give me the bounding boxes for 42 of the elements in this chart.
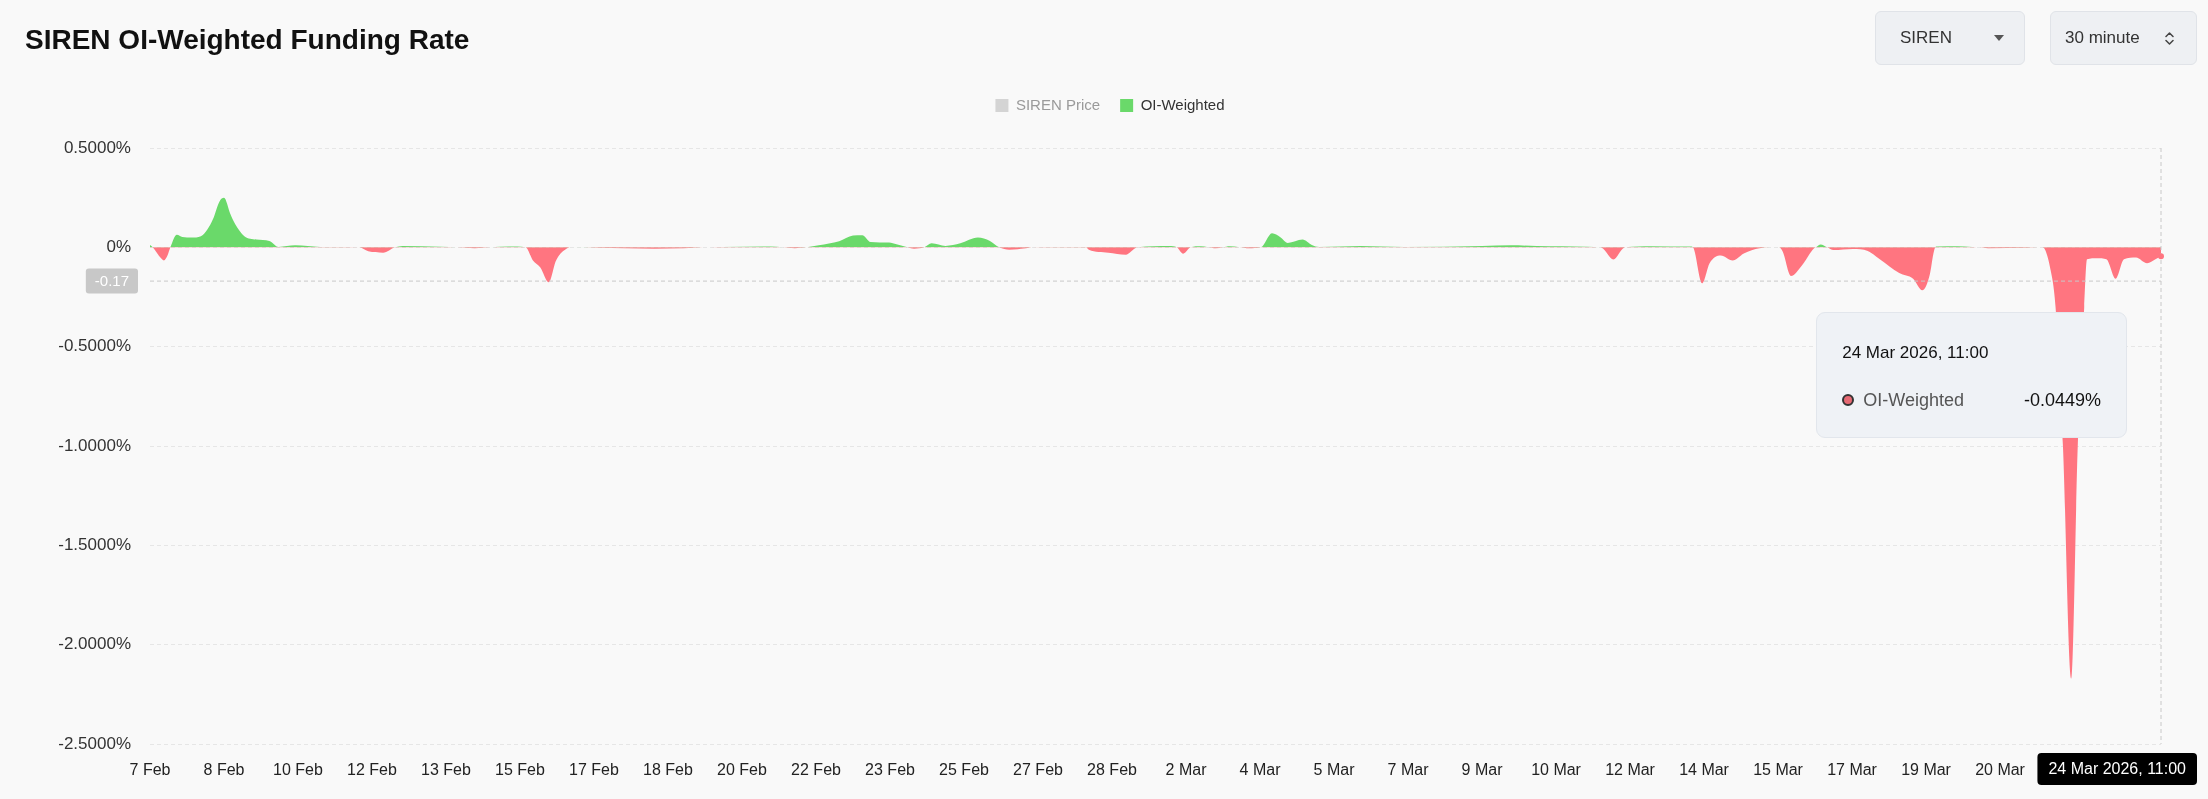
legend-label: SIREN Price xyxy=(1015,95,1101,113)
x-tick-label: 14 Mar xyxy=(1679,761,1730,779)
y-tick-label: -1.0000% xyxy=(58,435,131,455)
x-tick-label: 18 Feb xyxy=(643,761,694,779)
y-tick-label: 0% xyxy=(106,237,131,257)
tooltip: 24 Mar 2026, 11:00 OI-Weighted -0.0449% xyxy=(1816,312,2127,439)
x-tick-label: 20 Mar xyxy=(1975,761,2026,779)
annotation: 24 Mar 2026, 11:00 xyxy=(1842,342,1990,365)
y-tick-label: -2.0000% xyxy=(58,634,131,654)
x-tick-label: 28 Feb xyxy=(1087,761,1138,779)
y-tick-label: -0.5000% xyxy=(58,336,131,356)
dropdown: SIREN xyxy=(1875,11,2025,65)
x-tick-label: 12 Feb xyxy=(347,761,398,779)
x-tick-label: 27 Feb xyxy=(1013,761,1064,779)
x-tick-label: 20 Feb xyxy=(717,761,768,779)
x-tick-label: 17 Feb xyxy=(569,761,620,779)
y-tick-label: -1.5000% xyxy=(58,535,131,555)
x-tick-label: 22 Feb xyxy=(791,761,842,779)
x-tick-label: 7 Mar xyxy=(1387,761,1430,779)
x-tick-label: 15 Mar xyxy=(1753,761,1804,779)
x-tick-label: 4 Mar xyxy=(1239,761,1282,779)
x-tick-label: 15 Feb xyxy=(495,761,546,779)
x-tick-label: 23 Feb xyxy=(865,761,916,779)
x-tick-label: 2 Mar xyxy=(1165,761,1208,779)
x-tick-label: 19 Mar xyxy=(1901,761,1952,779)
annotation: -0.0449% xyxy=(2022,389,2101,411)
ref-line-label: 24 Mar 2026, 11:00 xyxy=(2048,760,2187,778)
x-tick-label: 10 Feb xyxy=(273,761,324,779)
x-tick-label: 25 Feb xyxy=(939,761,990,779)
x-tick-label: 10 Mar xyxy=(1531,761,1582,779)
dropdown: 30 minute xyxy=(2050,11,2197,65)
x-tick-label: 13 Feb xyxy=(421,761,472,779)
y-tick-label: -2.5000% xyxy=(58,733,131,753)
chart-title: SIREN OI-Weighted Funding Rate xyxy=(25,24,470,56)
y-tick-label: 0.5000% xyxy=(63,137,131,157)
x-tick-label: 7 Feb xyxy=(129,761,171,779)
x-tick-label: 9 Mar xyxy=(1461,761,1504,779)
x-tick-label: 8 Feb xyxy=(203,761,245,779)
legend-label: OI-Weighted xyxy=(1140,95,1225,113)
x-tick-label: 5 Mar xyxy=(1313,761,1356,779)
x-tick-label: 17 Mar xyxy=(1827,761,1878,779)
x-tick-label: 12 Mar xyxy=(1605,761,1656,779)
